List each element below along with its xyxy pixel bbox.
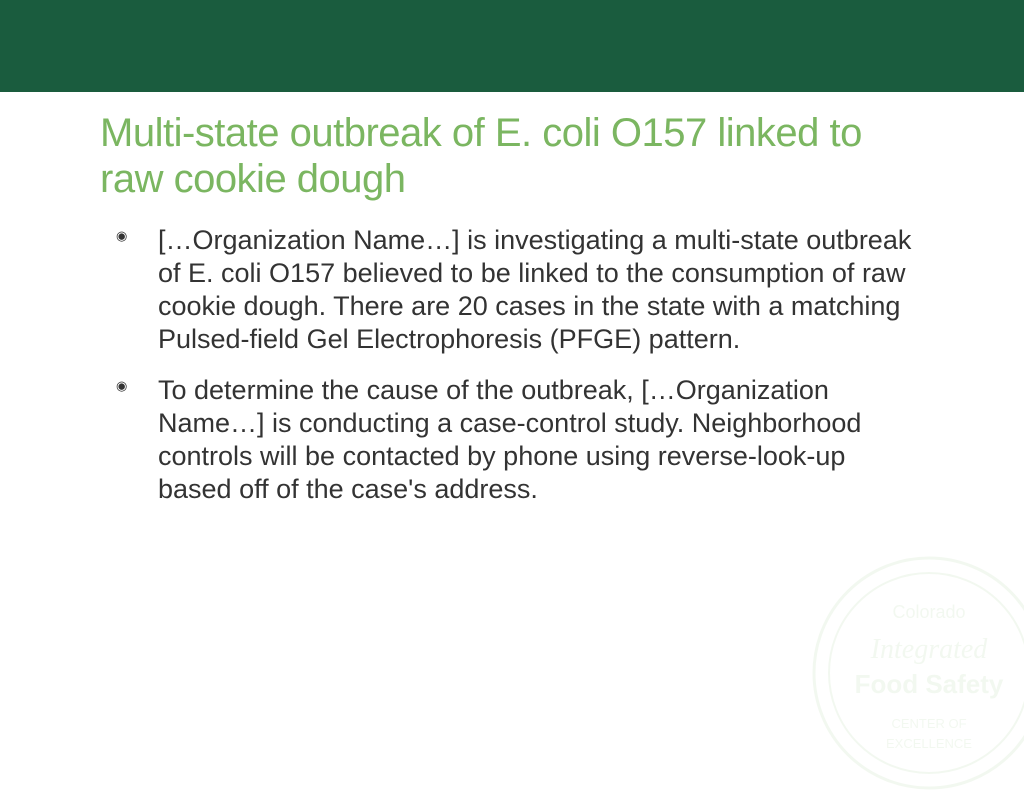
watermark-logo: Colorado Integrated Food Safety CENTER O… <box>804 548 1024 798</box>
watermark-text-2: Integrated <box>870 634 989 665</box>
watermark-text-3: Food Safety <box>855 669 1004 699</box>
watermark-text-1: Colorado <box>892 602 965 622</box>
watermark-text-5: EXCELLENCE <box>886 736 972 751</box>
bullet-item: To determine the cause of the outbreak, … <box>158 374 924 506</box>
watermark-text-4: CENTER OF <box>891 716 966 731</box>
slide-content: Multi-state outbreak of E. coli O157 lin… <box>0 92 1024 506</box>
bullet-item: […Organization Name…] is investigating a… <box>158 224 924 356</box>
bullet-list: […Organization Name…] is investigating a… <box>100 224 924 506</box>
header-band <box>0 0 1024 92</box>
slide-title: Multi-state outbreak of E. coli O157 lin… <box>100 110 924 202</box>
